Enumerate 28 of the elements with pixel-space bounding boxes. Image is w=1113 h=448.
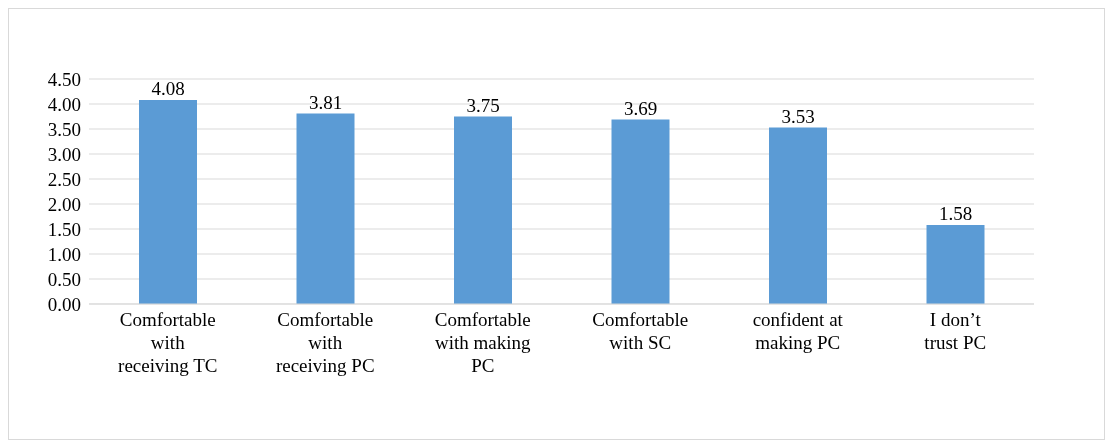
data-label: 4.08 [151, 78, 185, 99]
y-tick-label: 1.50 [47, 218, 81, 240]
y-tick-label: 1.00 [47, 243, 81, 265]
bar [769, 127, 827, 304]
y-tick-label: 2.00 [47, 193, 81, 215]
y-tick-label: 4.00 [47, 93, 81, 115]
bar [296, 113, 355, 304]
data-label: 3.81 [308, 91, 343, 113]
x-tick-label: Comfortable with receiving PC [275, 309, 375, 376]
bar [139, 100, 197, 304]
data-label: 3.53 [781, 105, 815, 127]
data-label: 1.58 [938, 203, 973, 224]
x-tick-label: I don’t trust PC [924, 309, 987, 353]
y-tick-label: 4.50 [47, 68, 81, 90]
x-tick-label: Comfortable with making PC [434, 309, 531, 376]
x-tick-label: confident at making PC [752, 309, 844, 353]
y-tick-label: 0.00 [47, 293, 81, 315]
y-tick-label: 3.50 [47, 118, 81, 140]
y-tick-label: 3.00 [47, 143, 81, 165]
y-tick-label: 2.50 [47, 168, 81, 190]
y-tick-label: 0.50 [47, 268, 81, 290]
x-tick-label: Comfortable with SC [592, 309, 689, 353]
bar [454, 116, 512, 304]
bar [926, 225, 985, 304]
data-label: 3.69 [623, 97, 658, 119]
x-tick-label: Comfortable with receiving TC [118, 309, 218, 376]
data-label: 3.75 [466, 94, 500, 116]
bar [611, 119, 670, 304]
